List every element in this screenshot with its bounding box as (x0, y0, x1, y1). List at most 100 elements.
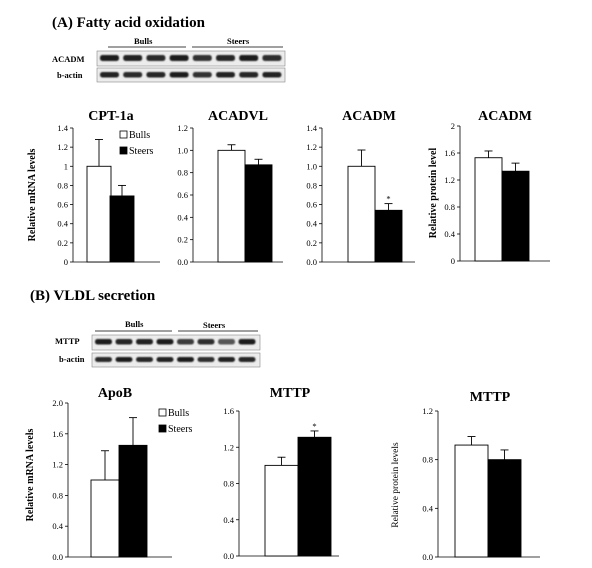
chart-0-legend-swatch-steers (119, 146, 128, 155)
section-title-b: (B) VLDL secretion (30, 288, 156, 304)
chart-3-bar-steers (501, 170, 530, 262)
blot-b-row-1-band-7 (218, 339, 235, 345)
blot-b-bands-row-1 (95, 339, 256, 345)
chart-mttp-protein: MTTP 0.0 0.4 0.8 1.2 Relative protein levels (391, 390, 540, 562)
chart-2-y-tick-label: 0.6 (306, 200, 317, 210)
chart-5-bar-steers (297, 436, 332, 557)
blot-a-row-2-band-5 (192, 72, 212, 78)
chart-2-y-tick-label: 0.8 (306, 180, 317, 190)
blot-a-row-1-band-4 (169, 55, 189, 61)
blot-b-row-1-band-6 (197, 339, 215, 345)
chart-5-y-tick-label: 0.0 (223, 551, 234, 561)
blot-b-row-1-band-4 (156, 339, 174, 345)
chart-4-y-tick-label: 1.6 (52, 429, 63, 439)
blot-a-row-2-band-4 (169, 72, 189, 78)
chart-1-y-tick-label: 0.6 (177, 190, 188, 200)
blot-a-row-1-band-8 (262, 55, 282, 61)
chart-0-title: CPT-1a (88, 109, 133, 124)
chart-4-legend-swatch-bulls (158, 408, 167, 417)
chart-0-y-tick-label: 1.2 (57, 142, 68, 152)
chart-2-y-tick-label: 1.2 (306, 142, 317, 152)
chart-4-y-tick-label: 0.0 (52, 552, 63, 562)
chart-0-legend-swatch-bulls (119, 130, 128, 139)
blot-a-row-2-band-1 (100, 72, 119, 78)
chart-0-legend-label-steers: Steers (129, 146, 154, 157)
chart-6-y-tick-label: 0.4 (422, 503, 433, 513)
blot-b-row-1-band-1 (95, 339, 112, 345)
chart-apob: ApoB 0.0 0.4 0.8 1.2 1.6 2.0 Relative mRNA leve… (25, 386, 193, 562)
blot-a-row-1-band-3 (146, 55, 166, 61)
blot-a-group-label-bulls: Bulls (134, 36, 153, 46)
chart-3-y-axis-label: Relative protein level (428, 148, 439, 239)
blot-a-row-1-band-7 (239, 55, 259, 61)
chart-6-y-tick-label: 0.0 (422, 552, 433, 562)
chart-1-y-tick-label: 0.4 (177, 212, 188, 222)
chart-2-bar-steers (374, 209, 403, 263)
chart-1-y-tick-label: 0.8 (177, 168, 188, 178)
blot-b-strip-1 (91, 334, 261, 351)
blot-b-row-2-band-4 (156, 357, 174, 362)
chart-4-y-tick-label: 0.8 (52, 490, 63, 500)
section-title-a: (A) Fatty acid oxidation (52, 15, 206, 31)
chart-1-bar-bulls (217, 149, 246, 263)
chart-3-y-tick-label: 0.8 (444, 202, 455, 212)
blot-b-row-2-band-7 (218, 357, 235, 362)
chart-6-bar-steers (487, 459, 522, 558)
chart-4-legend-swatch-steers (158, 424, 167, 433)
blot-a-row-2-band-8 (262, 72, 282, 78)
blot-b-row-1-band-8 (238, 339, 256, 345)
chart-acadvl: ACADVL 0.0 0.2 0.4 0.6 0.8 1.0 1.2 (177, 109, 283, 267)
chart-4-legend-label-bulls: Bulls (168, 408, 189, 419)
chart-mttp-mrna: MTTP 0.0 0.4 0.8 1.2 1.6 * (223, 386, 339, 561)
blot-b-row-label-2: b-actin (59, 354, 85, 364)
chart-2-y-tick-label: 1.4 (306, 123, 317, 133)
chart-1-y-tick-label: 1.0 (177, 145, 188, 155)
chart-5-title: MTTP (270, 386, 311, 401)
blot-b-row-2-band-1 (95, 357, 112, 362)
chart-3-y-tick-label: 2 (451, 121, 455, 131)
chart-5-significance-mark: * (312, 421, 316, 431)
chart-3-bar-bulls (474, 157, 503, 262)
chart-0-y-tick-label: 0.2 (57, 238, 68, 248)
chart-6-y-tick-label: 0.8 (422, 455, 433, 465)
blot-a-row-label-1: ACADM (52, 54, 85, 64)
chart-3-y-tick-label: 0 (451, 256, 455, 266)
blot-a-strip-1 (96, 50, 286, 67)
blot-b-row-1-band-2 (115, 339, 133, 345)
chart-4-bar-bulls (90, 479, 120, 558)
blot-a-bands-row-1 (100, 55, 282, 61)
chart-4-title: ApoB (98, 386, 132, 401)
chart-2-y-tick-label: 0.0 (306, 257, 317, 267)
chart-4-y-tick-label: 0.4 (52, 521, 63, 531)
chart-2-y-tick-label: 0.4 (306, 219, 317, 229)
blot-a-row-2-band-2 (123, 72, 143, 78)
chart-5-y-tick-label: 0.4 (223, 515, 234, 525)
blot-b-bands-row-2 (95, 357, 256, 362)
blot-a-bands-row-2 (100, 72, 282, 78)
chart-1-bar-steers (244, 164, 273, 263)
chart-2-title: ACADM (342, 109, 396, 124)
blot-b-row-2-band-3 (136, 357, 153, 362)
western-blot-b: Bulls Steers MTTP b-actin (55, 319, 261, 368)
chart-4-y-tick-label: 1.2 (52, 460, 63, 470)
chart-2-y-tick-label: 0.2 (306, 238, 317, 248)
blot-b-row-2-band-8 (238, 357, 256, 362)
western-blot-a: Bulls Steers ACADM b-actin (52, 36, 286, 83)
chart-4-y-tick-label: 2.0 (52, 398, 63, 408)
chart-2-bar-bulls (347, 165, 376, 263)
chart-4-bar-steers (118, 444, 148, 558)
chart-0-y-tick-label: 0.4 (57, 219, 68, 229)
chart-6-y-tick-label: 1.2 (422, 406, 433, 416)
blot-b-row-2-band-5 (177, 357, 194, 362)
blot-a-group-label-steers: Steers (227, 36, 250, 46)
chart-0-bar-steers (109, 195, 135, 263)
chart-5-y-tick-label: 0.8 (223, 479, 234, 489)
chart-1-y-tick-label: 0.0 (177, 257, 188, 267)
blot-b-group-label-bulls: Bulls (125, 319, 144, 329)
chart-1-title: ACADVL (208, 109, 268, 124)
chart-5-bar-bulls (264, 464, 299, 557)
chart-1-y-tick-label: 0.2 (177, 235, 188, 245)
blot-a-row-1-band-2 (123, 55, 143, 61)
blot-a-row-2-band-6 (216, 72, 235, 78)
